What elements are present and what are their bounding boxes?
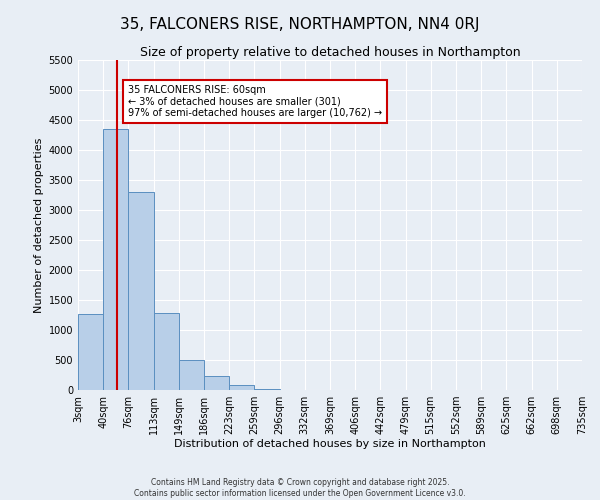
Bar — [254, 389, 280, 390]
Bar — [128, 192, 154, 390]
Bar — [78, 314, 103, 390]
Y-axis label: Number of detached properties: Number of detached properties — [34, 138, 44, 312]
Text: Contains HM Land Registry data © Crown copyright and database right 2025.
Contai: Contains HM Land Registry data © Crown c… — [134, 478, 466, 498]
Bar — [103, 129, 128, 390]
Text: 35, FALCONERS RISE, NORTHAMPTON, NN4 0RJ: 35, FALCONERS RISE, NORTHAMPTON, NN4 0RJ — [120, 18, 480, 32]
X-axis label: Distribution of detached houses by size in Northampton: Distribution of detached houses by size … — [174, 438, 486, 448]
Bar — [229, 385, 254, 390]
Bar — [179, 360, 204, 390]
Bar — [204, 376, 229, 390]
Bar — [154, 313, 179, 390]
Text: 35 FALCONERS RISE: 60sqm
← 3% of detached houses are smaller (301)
97% of semi-d: 35 FALCONERS RISE: 60sqm ← 3% of detache… — [128, 85, 382, 118]
Title: Size of property relative to detached houses in Northampton: Size of property relative to detached ho… — [140, 46, 520, 59]
